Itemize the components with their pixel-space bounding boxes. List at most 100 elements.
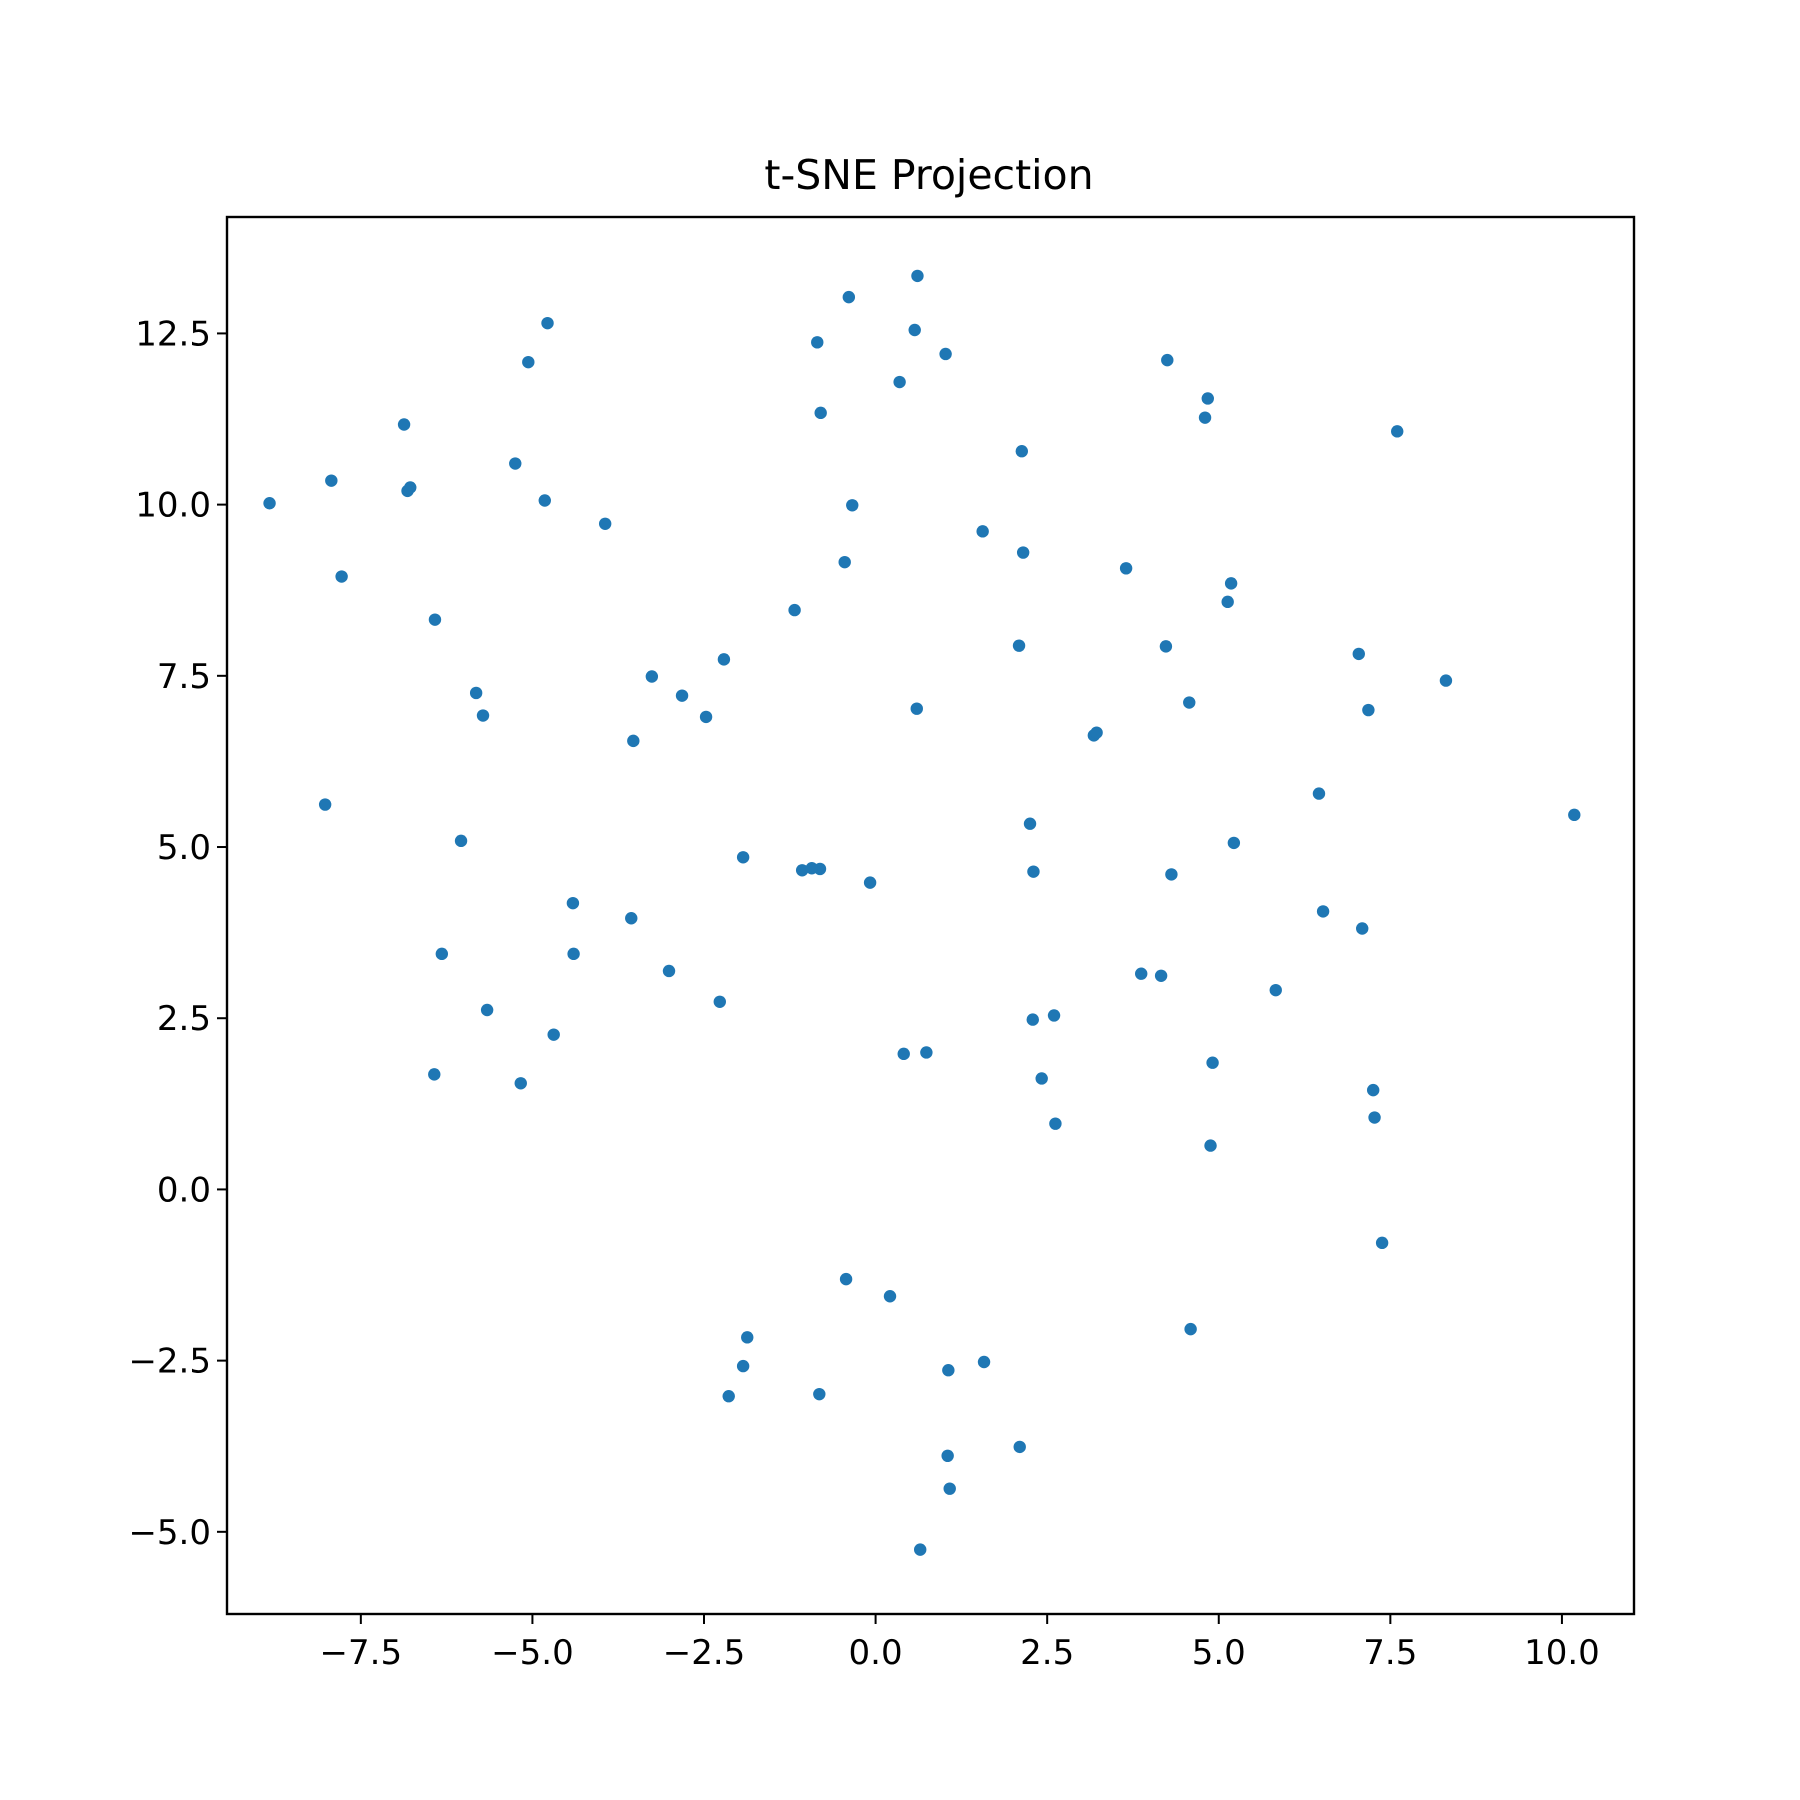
data-point (805, 862, 818, 875)
y-tick-label: 5.0 (157, 828, 211, 868)
y-tick-label: −5.0 (128, 1513, 211, 1553)
data-point (795, 864, 809, 877)
data-point (977, 1355, 991, 1369)
data-point (846, 499, 859, 512)
data-point (699, 710, 713, 724)
data-point (1391, 425, 1404, 438)
data-point (263, 497, 276, 510)
data-point (736, 1359, 750, 1373)
data-point (1015, 445, 1028, 458)
data-point (1227, 836, 1241, 850)
data-point (1439, 674, 1453, 687)
data-point (911, 269, 924, 283)
data-point (713, 995, 726, 1008)
data-point (428, 1068, 441, 1081)
data-point (541, 316, 554, 330)
data-point (1026, 1013, 1039, 1026)
data-points (263, 269, 1581, 1556)
data-point (842, 290, 856, 304)
data-point (1023, 817, 1037, 830)
data-point (538, 494, 551, 507)
axes-frame (225, 215, 1636, 1616)
data-point (1183, 696, 1196, 709)
data-point (514, 1077, 527, 1090)
data-point (863, 876, 877, 889)
data-point (435, 947, 449, 961)
y-tick-label: 0.0 (157, 1170, 211, 1210)
data-point (1366, 1083, 1380, 1097)
data-point (839, 1272, 853, 1286)
data-point (722, 1390, 735, 1403)
data-point (627, 734, 640, 748)
data-point (480, 1003, 494, 1017)
data-point (598, 517, 612, 530)
data-point (942, 1364, 955, 1377)
data-point (1198, 411, 1212, 424)
data-point (893, 375, 906, 389)
data-point (914, 1543, 927, 1556)
data-point (813, 1387, 826, 1401)
data-point (567, 947, 580, 961)
data-point (625, 912, 638, 925)
data-point (1204, 1139, 1217, 1152)
data-point (1090, 726, 1103, 739)
data-point (1224, 577, 1238, 590)
y-tick-label: 12.5 (135, 314, 211, 354)
data-point (1221, 595, 1234, 609)
data-point (566, 896, 580, 910)
x-tick-label: 10.0 (1524, 1633, 1600, 1673)
data-point (1184, 1322, 1197, 1336)
y-tick-label: 7.5 (157, 657, 211, 697)
chart-title: t-SNE Projection (764, 151, 1093, 199)
data-point (662, 964, 676, 978)
data-point (910, 702, 923, 715)
data-point (814, 406, 827, 420)
data-point (335, 570, 348, 583)
data-point (717, 653, 731, 666)
data-point (976, 525, 989, 538)
data-point (736, 851, 750, 864)
data-point (476, 709, 490, 722)
data-point (1165, 868, 1178, 881)
data-point (920, 1046, 933, 1059)
data-point (675, 689, 689, 702)
data-point (941, 1449, 954, 1463)
x-tick-label: 7.5 (1363, 1633, 1417, 1673)
data-point (1047, 1009, 1061, 1022)
data-point (1154, 969, 1168, 982)
y-tick-label: 10.0 (135, 486, 211, 526)
y-tick-label: 2.5 (157, 999, 211, 1039)
data-point (404, 481, 417, 494)
data-point (428, 613, 442, 626)
data-point (883, 1290, 897, 1303)
data-point (318, 798, 332, 811)
data-point (1049, 1117, 1062, 1130)
data-point (1201, 392, 1214, 405)
data-point (325, 474, 338, 487)
y-axis: −5.0 −2.5 0.0 2.5 5.0 7.5 10.0 12.5 (128, 314, 227, 1553)
data-point (788, 603, 801, 617)
data-point (1368, 1111, 1381, 1124)
x-tick-label: −5.0 (491, 1633, 574, 1673)
data-point (1568, 808, 1581, 822)
data-point (522, 355, 535, 369)
data-point (469, 686, 483, 700)
data-point (1035, 1072, 1048, 1085)
data-point (838, 555, 851, 569)
data-point (897, 1047, 910, 1061)
x-axis: −7.5 −5.0 −2.5 0.0 2.5 5.0 7.5 10.0 (320, 1614, 1600, 1673)
data-point (645, 670, 659, 683)
data-point (1356, 922, 1369, 935)
data-point (1362, 703, 1375, 717)
data-point (454, 834, 468, 848)
data-point (1135, 967, 1148, 980)
data-point (1013, 1440, 1026, 1454)
data-point (1352, 647, 1365, 661)
data-point (397, 418, 411, 431)
data-point (1316, 905, 1330, 918)
x-tick-label: 2.5 (1020, 1633, 1074, 1673)
data-point (939, 347, 952, 361)
data-point (509, 457, 522, 470)
